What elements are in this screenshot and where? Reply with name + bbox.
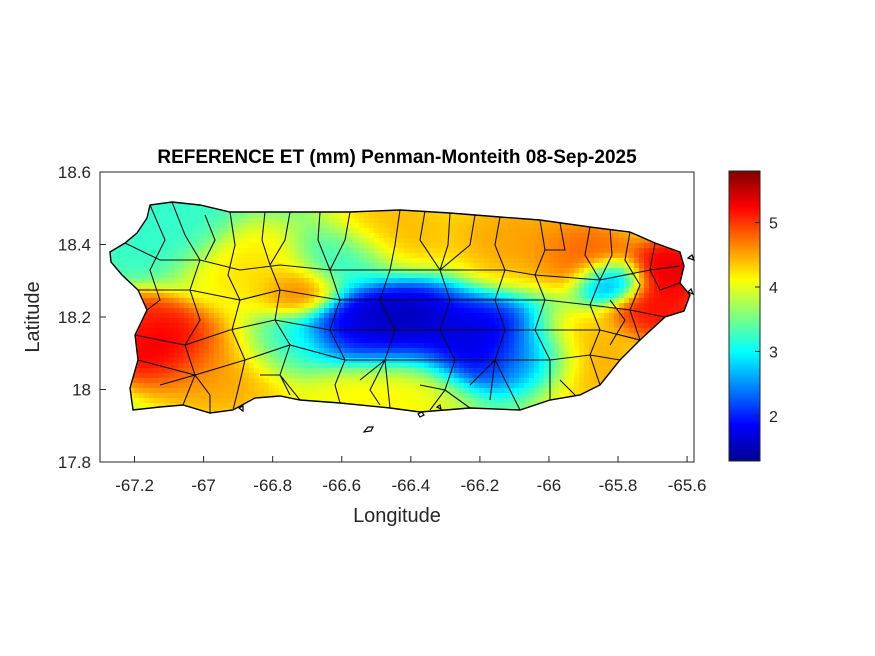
y-tick-label: 18.6 [58,163,91,182]
colorbar-tick-label: 4 [769,280,778,297]
y-tick-label: 17.8 [58,453,91,472]
colorbar-tick-label: 2 [769,409,778,426]
x-tick-label: -65.6 [668,476,707,495]
coastline [109,201,691,414]
chart-title: REFERENCE ET (mm) Penman-Monteith 08-Sep… [157,147,637,168]
x-axis-ticks: -67.2 -67 -66.8 -66.6 -66.4 -66.2 -66 -65.8 -65.… [115,456,706,495]
colorbar-tick-label: 3 [769,344,778,361]
x-tick-label: -66.8 [253,476,292,495]
y-tick-label: 18.2 [58,308,91,327]
x-tick-label: -65.8 [599,476,638,495]
y-axis-ticks: 17.8 18 18.2 18.4 18.6 [58,163,106,472]
x-tick-label: -67 [191,476,216,495]
x-tick-label: -66.6 [322,476,361,495]
y-tick-label: 18 [72,381,91,400]
x-tick-label: -66.4 [391,476,430,495]
y-tick-label: 18.4 [58,236,91,255]
x-tick-label: -66 [537,476,562,495]
colorbar-ticks: 2 3 4 5 [755,216,778,426]
x-tick-label: -66.2 [461,476,500,495]
colorbar-tick-label: 5 [769,216,778,233]
colorbar [728,170,761,462]
municipality-boundaries [124,201,681,413]
islets [237,254,696,433]
x-tick-label: -67.2 [115,476,154,495]
y-axis-label: Latitude [22,281,44,352]
x-axis-label: Longitude [353,505,441,527]
